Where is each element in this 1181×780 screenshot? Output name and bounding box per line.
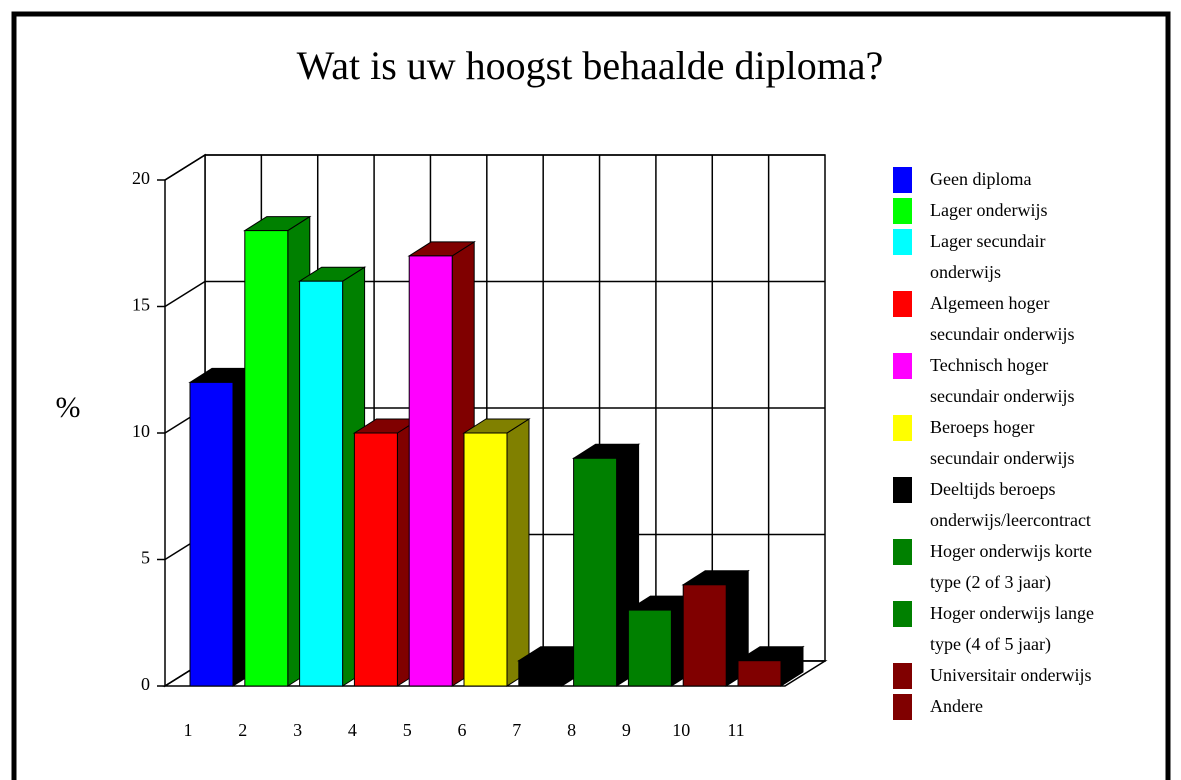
bar [573, 457, 618, 687]
legend-item: Beroeps hoger secundair onderwijs [893, 412, 1098, 474]
legend: Geen diploma Lager onderwijs Lager secunda… [893, 164, 1098, 722]
bar [244, 230, 289, 687]
legend-item: Geen diploma [893, 164, 1098, 195]
x-tick-label: 8 [567, 720, 576, 740]
legend-swatch [893, 539, 912, 565]
legend-swatch [893, 229, 912, 255]
bar [518, 660, 563, 687]
x-tick-label: 2 [238, 720, 247, 740]
bar [737, 660, 782, 687]
frame [11, 11, 1171, 780]
y-axis-label: % [56, 391, 81, 424]
bar [463, 432, 508, 687]
x-tick-label: 5 [403, 720, 412, 740]
legend-swatch [893, 198, 912, 224]
bar-side [506, 418, 530, 687]
legend-item: Technisch hoger secundair onderwijs [893, 350, 1098, 412]
grid-line [164, 154, 206, 181]
legend-label: Universitair onderwijs [930, 665, 1092, 685]
legend-swatch [893, 694, 912, 720]
legend-item: Lager secundair onderwijs [893, 226, 1098, 288]
legend-label: Hoger onderwijs korte type (2 of 3 jaar) [930, 541, 1092, 592]
bar [353, 432, 398, 687]
legend-item: Lager onderwijs [893, 195, 1098, 226]
legend-label: Deeltijds beroeps onderwijs/leercontract [930, 479, 1091, 530]
x-tick-label: 1 [184, 720, 193, 740]
legend-label: Lager secundair onderwijs [930, 231, 1046, 282]
x-tick-label: 11 [727, 720, 744, 740]
legend-label: Geen diploma [930, 169, 1032, 189]
x-tick-label: 10 [672, 720, 690, 740]
x-tick-label: 6 [458, 720, 467, 740]
y-tick-label: 20 [132, 168, 150, 188]
y-tick-label: 15 [132, 295, 150, 315]
bar [189, 381, 234, 687]
bar [408, 255, 453, 687]
legend-swatch [893, 167, 912, 193]
chart-title: Wat is uw hoogst behaalde diploma? [297, 43, 884, 88]
x-tick-label: 9 [622, 720, 631, 740]
bar [299, 280, 344, 687]
legend-item: Universitair onderwijs [893, 660, 1098, 691]
legend-label: Beroeps hoger secundair onderwijs [930, 417, 1075, 468]
legend-swatch [893, 291, 912, 317]
legend-swatch [893, 663, 912, 689]
legend-swatch [893, 477, 912, 503]
legend-swatch [893, 415, 912, 441]
legend-label: Andere [930, 696, 983, 716]
legend-item: Andere [893, 691, 1098, 722]
legend-item: Hoger onderwijs korte type (2 of 3 jaar) [893, 536, 1098, 598]
legend-item: Hoger onderwijs lange type (4 of 5 jaar) [893, 598, 1098, 660]
y-tick-label: 10 [132, 421, 150, 441]
legend-item: Deeltijds beroeps onderwijs/leercontract [893, 474, 1098, 536]
bar [682, 584, 727, 687]
y-tick-label: 0 [141, 674, 150, 694]
legend-label: Hoger onderwijs lange type (4 of 5 jaar) [930, 603, 1094, 654]
legend-label: Technisch hoger secundair onderwijs [930, 355, 1075, 406]
x-tick-label: 7 [512, 720, 521, 740]
bar [627, 609, 672, 687]
x-tick-label: 4 [348, 720, 357, 740]
legend-label: Algemeen hoger secundair onderwijs [930, 293, 1075, 344]
legend-swatch [893, 353, 912, 379]
legend-item: Algemeen hoger secundair onderwijs [893, 288, 1098, 350]
x-tick-label: 3 [293, 720, 302, 740]
legend-label: Lager onderwijs [930, 200, 1048, 220]
grid-line [164, 280, 206, 308]
y-tick-label: 5 [141, 548, 150, 568]
legend-swatch [893, 601, 912, 627]
